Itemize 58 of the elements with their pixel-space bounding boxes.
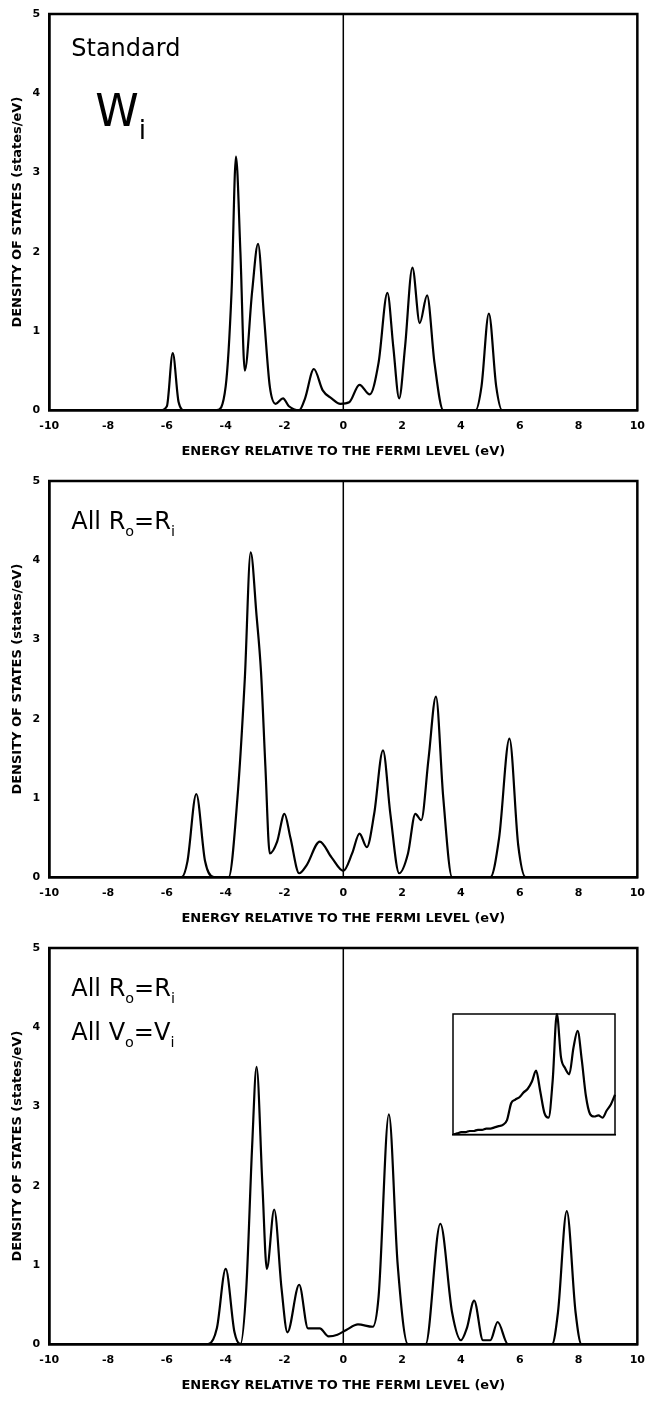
x-tick-label: 2 xyxy=(398,885,406,899)
x-tick-label: 10 xyxy=(629,1352,646,1366)
x-tick-label: -8 xyxy=(101,1352,115,1366)
y-tick-label: 1 xyxy=(32,790,41,804)
x-axis-title: ENERGY RELATIVE TO THE FERMI LEVEL (eV) xyxy=(181,909,506,925)
y-tick-label: 0 xyxy=(32,870,41,884)
y-tick-label: 1 xyxy=(32,1257,41,1271)
y-tick-label: 4 xyxy=(32,86,41,100)
y-axis-title: DENSITY OF STATES (states/eV) xyxy=(9,1030,25,1262)
annotation: Standard xyxy=(71,34,181,62)
x-axis-title: ENERGY RELATIVE TO THE FERMI LEVEL (eV) xyxy=(181,442,506,458)
y-tick-label: 2 xyxy=(32,711,41,725)
x-tick-label: 0 xyxy=(339,1352,348,1366)
x-tick-label: -4 xyxy=(219,885,233,899)
x-tick-label: -6 xyxy=(160,418,174,432)
y-tick-label: 3 xyxy=(32,1099,41,1113)
x-tick-label: -2 xyxy=(278,418,291,432)
x-tick-label: 0 xyxy=(339,885,348,899)
y-axis-title: DENSITY OF STATES (states/eV) xyxy=(9,563,25,795)
y-tick-label: 3 xyxy=(32,632,41,646)
x-tick-label: 6 xyxy=(515,418,524,432)
x-tick-label: 4 xyxy=(457,885,466,899)
x-tick-label: 4 xyxy=(457,418,466,432)
x-tick-label: 6 xyxy=(515,1352,524,1366)
y-tick-label: 0 xyxy=(32,403,41,417)
x-tick-label: 8 xyxy=(574,1352,583,1366)
x-tick-label: -8 xyxy=(101,418,115,432)
x-tick-label: 4 xyxy=(457,1352,466,1366)
y-tick-label: 5 xyxy=(32,473,41,487)
x-tick-label: 10 xyxy=(629,418,646,432)
y-tick-label: 1 xyxy=(32,323,41,337)
x-tick-label: 0 xyxy=(339,418,348,432)
x-tick-label: 8 xyxy=(574,418,583,432)
y-tick-label: 4 xyxy=(32,553,41,567)
x-axis-title: ENERGY RELATIVE TO THE FERMI LEVEL (eV) xyxy=(181,1376,506,1392)
y-tick-label: 5 xyxy=(32,940,41,954)
x-tick-label: 8 xyxy=(574,885,583,899)
x-tick-label: -10 xyxy=(39,885,60,899)
y-tick-label: 4 xyxy=(32,1020,41,1034)
x-tick-label: -4 xyxy=(219,1352,233,1366)
x-tick-label: 2 xyxy=(398,418,406,432)
y-tick-label: 2 xyxy=(32,1178,41,1192)
y-tick-label: 5 xyxy=(32,6,41,20)
x-tick-label: -8 xyxy=(101,885,115,899)
y-tick-label: 0 xyxy=(32,1337,41,1351)
x-tick-label: -6 xyxy=(160,1352,174,1366)
x-tick-label: -10 xyxy=(39,418,60,432)
x-tick-label: -2 xyxy=(278,1352,291,1366)
x-tick-label: -10 xyxy=(39,1352,60,1366)
x-tick-label: 10 xyxy=(629,885,646,899)
x-tick-label: 6 xyxy=(515,885,524,899)
x-tick-label: 2 xyxy=(398,1352,406,1366)
x-tick-label: -4 xyxy=(219,418,233,432)
y-tick-label: 3 xyxy=(32,165,41,179)
x-tick-label: -2 xyxy=(278,885,291,899)
y-tick-label: 2 xyxy=(32,244,41,258)
x-tick-label: -6 xyxy=(160,885,174,899)
y-axis-title: DENSITY OF STATES (states/eV) xyxy=(9,96,25,328)
